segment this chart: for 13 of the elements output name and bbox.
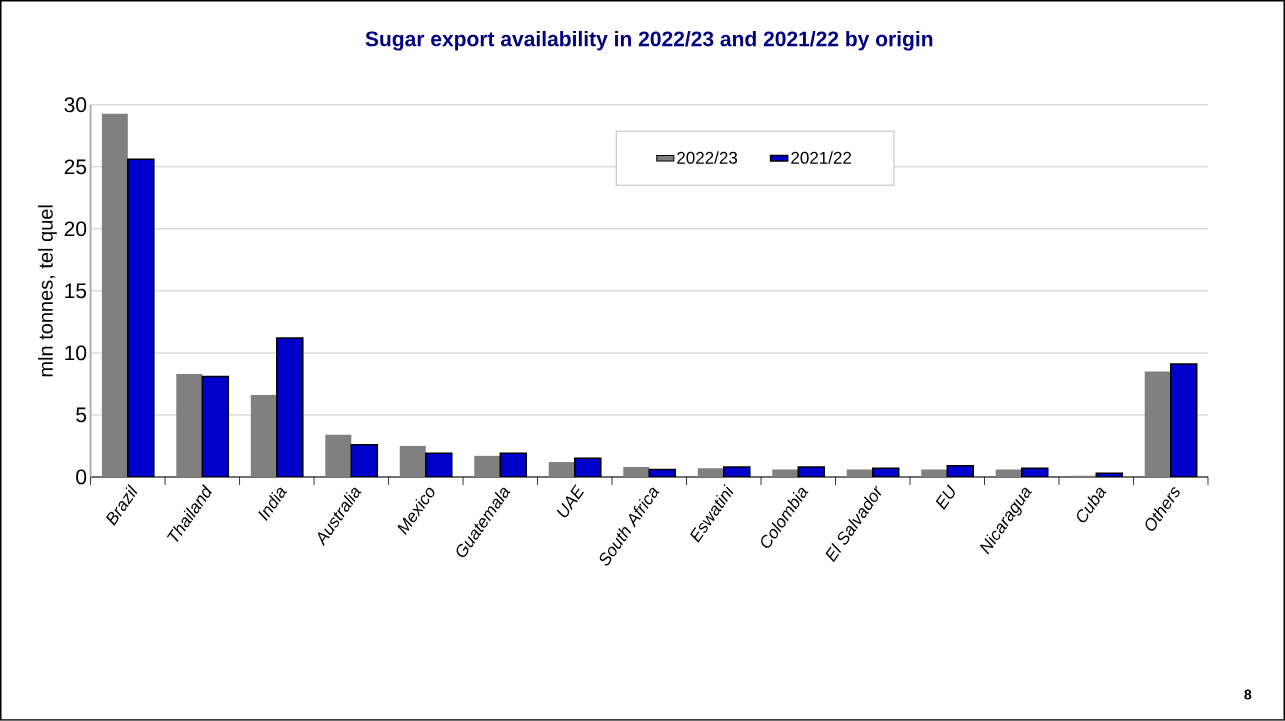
text: 8 [1244,689,1252,700]
y-tick-label: 25 [64,159,87,175]
y-tick-label: 30 [64,97,87,113]
chart-title: Sugar export availability in 2022/23 and 2021/22 by origin [365,31,933,51]
y-tick-label: 10 [65,345,87,361]
y-tick-label: 0 [76,469,87,485]
legend-label: 2021/22 [791,151,852,164]
legend-label: 2022/23 [677,151,738,164]
y-tick-label: 20 [64,221,87,237]
y-axis-title: mln tonnes, tel quel [38,205,57,377]
y-tick-label: 15 [65,283,87,299]
x-tick-label: EU [935,484,955,511]
y-tick-label: 5 [76,407,87,423]
